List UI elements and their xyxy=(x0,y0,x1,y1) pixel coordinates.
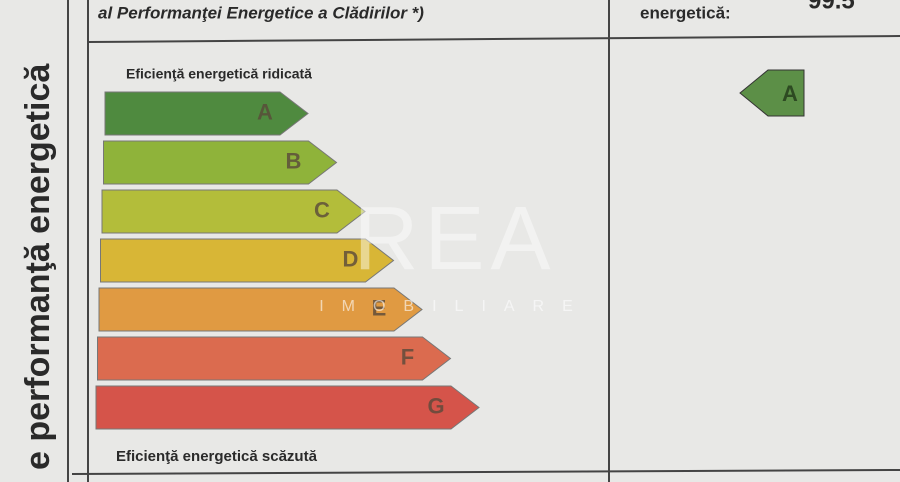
header-text: al Performanţei Energetice a Clădirilor … xyxy=(98,3,424,22)
scale-top-label: Eficienţă energetică ridicată xyxy=(126,66,312,82)
energy-class-label: D xyxy=(343,246,359,271)
rating-class: A xyxy=(782,81,798,106)
watermark: REA xyxy=(353,189,556,289)
border xyxy=(87,35,900,43)
energy-class-label: F xyxy=(401,344,414,369)
header-value: 99.5 xyxy=(808,0,855,14)
energy-class-bar xyxy=(95,385,480,430)
energy-class-label: G xyxy=(427,393,444,418)
energy-class-bar xyxy=(103,140,338,185)
energy-class-label: B xyxy=(286,148,302,173)
border xyxy=(71,469,900,475)
scale-bottom-label: Eficienţă energetică scăzută xyxy=(116,448,318,465)
energy-class-bar xyxy=(97,336,452,381)
sidebar-title: e performanţă energetică xyxy=(19,63,57,470)
energy-class-label: A xyxy=(257,99,273,124)
energy-class-bar xyxy=(101,189,366,234)
watermark-sub: IMOBILIARE xyxy=(319,298,591,315)
rating-arrow xyxy=(739,69,805,117)
header-label: energetică: xyxy=(640,3,731,22)
energy-class-label: E xyxy=(372,295,387,320)
energy-class-bar xyxy=(100,238,395,283)
energy-class-label: C xyxy=(314,197,330,222)
energy-class-bar xyxy=(98,287,423,332)
energy-class-bar xyxy=(104,91,309,136)
